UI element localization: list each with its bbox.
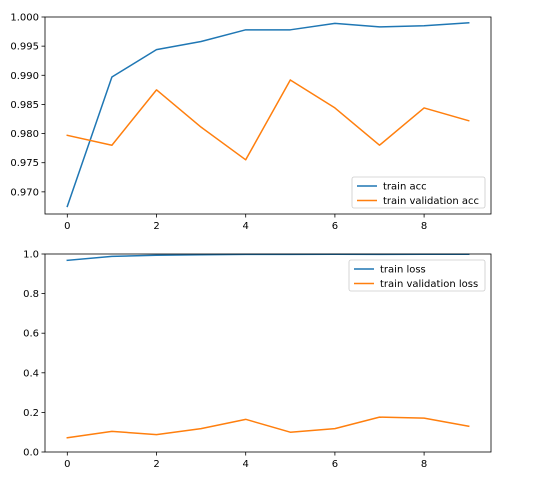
y-tick-label: 0.985 [10, 100, 39, 111]
axes-frame [44, 16, 492, 215]
chart-1: 0 2 4 6 8 0.970 0.975 0.980 0.985 0.990 0.995 1.000… [10, 13, 492, 232]
legend-label: train loss [380, 265, 426, 276]
legend: train loss train validation loss [348, 259, 486, 292]
x-tick-label: 2 [153, 221, 159, 232]
x-tick-label: 0 [64, 459, 70, 470]
x-tick-label: 2 [153, 459, 159, 470]
y-tick-label: 0.975 [10, 158, 39, 169]
x-tick-label: 6 [332, 459, 338, 470]
x-tick-label: 8 [421, 221, 427, 232]
series-line-2 [66, 79, 470, 161]
y-tick-label: 0.0 [23, 448, 39, 459]
series-line-1 [66, 22, 470, 208]
legend-label: train acc [383, 182, 427, 193]
x-tick-label: 8 [421, 459, 427, 470]
y-tick-label: 1.000 [10, 13, 39, 24]
series-line-1 [66, 253, 470, 262]
y-tick-label: 0.8 [23, 289, 39, 300]
y-tick-label: 0.995 [10, 42, 39, 53]
x-tick-label: 4 [243, 221, 249, 232]
y-tick-label: 0.980 [10, 129, 39, 140]
axes-frame [44, 253, 492, 453]
y-tick-label: 0.970 [10, 187, 39, 198]
legend: train acc train validation acc [351, 176, 486, 209]
chart-2: 0 2 4 6 8 0.0 0.2 0.4 0.6 0.8 1.0 train loss train v… [23, 250, 492, 470]
y-tick-label: 0.2 [23, 408, 39, 419]
x-tick-label: 6 [332, 221, 338, 232]
series-line-2 [66, 416, 470, 439]
y-tick-label: 1.0 [23, 250, 39, 261]
legend-box [351, 176, 486, 209]
legend-label: train validation acc [383, 196, 479, 207]
x-tick-label: 4 [243, 459, 249, 470]
y-tick-label: 0.990 [10, 71, 39, 82]
legend-label: train validation loss [380, 279, 478, 290]
x-tick-label: 0 [64, 221, 70, 232]
y-tick-label: 0.4 [23, 368, 39, 379]
y-tick-label: 0.6 [23, 329, 39, 340]
legend-box [348, 259, 486, 292]
